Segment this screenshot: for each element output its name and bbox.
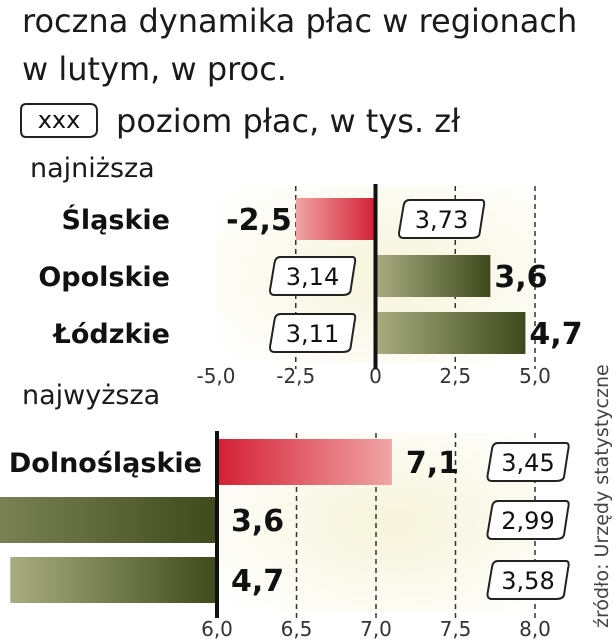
section-label: najwyższa — [22, 380, 160, 411]
wage-level-label: 2,99 — [501, 507, 554, 535]
source-note: źródło: Urzędy statystyczne — [591, 364, 613, 628]
value-label: 7,1 — [406, 446, 459, 481]
tick-label: 7,0 — [360, 617, 392, 640]
bar — [217, 439, 392, 485]
wage-level-box — [486, 500, 570, 540]
wage-level-label: 3,45 — [501, 449, 554, 477]
legend: xxx poziom płac, w tys. zł — [20, 102, 461, 140]
tick-label: 8,0 — [519, 617, 551, 640]
tick-label: 6,0 — [201, 617, 233, 640]
value-label: 3,6 — [494, 260, 547, 295]
value-label: 4,7 — [231, 564, 284, 599]
wage-level-label: 3,58 — [501, 567, 554, 595]
bar — [10, 557, 217, 603]
tick-label: 7,5 — [440, 617, 472, 640]
wage-level-box — [486, 560, 570, 600]
value-label: 3,6 — [231, 504, 284, 539]
wage-level-label: 3,73 — [415, 206, 468, 234]
wage-level-label: 3,14 — [286, 263, 339, 291]
tick-label: -5,0 — [196, 364, 235, 388]
section-label: najniższa — [30, 153, 155, 184]
category-label: Łódzkie — [52, 319, 170, 350]
bar — [375, 255, 491, 297]
tick-label: 5,0 — [519, 364, 551, 388]
bar — [375, 312, 526, 354]
chart-lowest: najniższa -5,0 -2,5 0 2,5 5,0 Śląskie -2,5 3,73 O… — [30, 153, 583, 388]
legend-text: poziom płac, w tys. zł — [116, 102, 461, 140]
wage-level-box — [269, 313, 357, 353]
wage-level-box — [486, 442, 570, 482]
tick-label: 6,5 — [281, 617, 313, 640]
chart-title-line2: w lutym, w proc. — [22, 50, 287, 88]
wage-level-box — [269, 256, 357, 296]
chart-title-line1: roczna dynamika płac w regionach — [22, 2, 577, 40]
chart-highest: najwyższa 6,0 6,5 7,0 7,5 8,0 Dolnośląskie 7,1 3… — [0, 380, 570, 640]
value-label: 4,7 — [529, 317, 582, 352]
wage-level-box — [398, 199, 486, 239]
wage-level-label: 3,11 — [286, 320, 339, 348]
tick-label: -2,5 — [276, 364, 315, 388]
category-label: Dolnośląskie — [9, 448, 202, 479]
legend-box — [20, 103, 98, 138]
value-label: -2,5 — [226, 203, 292, 238]
tick-label: 0 — [369, 364, 382, 388]
legend-box-label: xxx — [38, 106, 81, 134]
bar — [295, 198, 376, 240]
category-label: Opolskie — [38, 262, 170, 293]
category-label: Śląskie — [61, 204, 170, 236]
bar — [0, 497, 217, 543]
tick-label: 2,5 — [439, 364, 471, 388]
